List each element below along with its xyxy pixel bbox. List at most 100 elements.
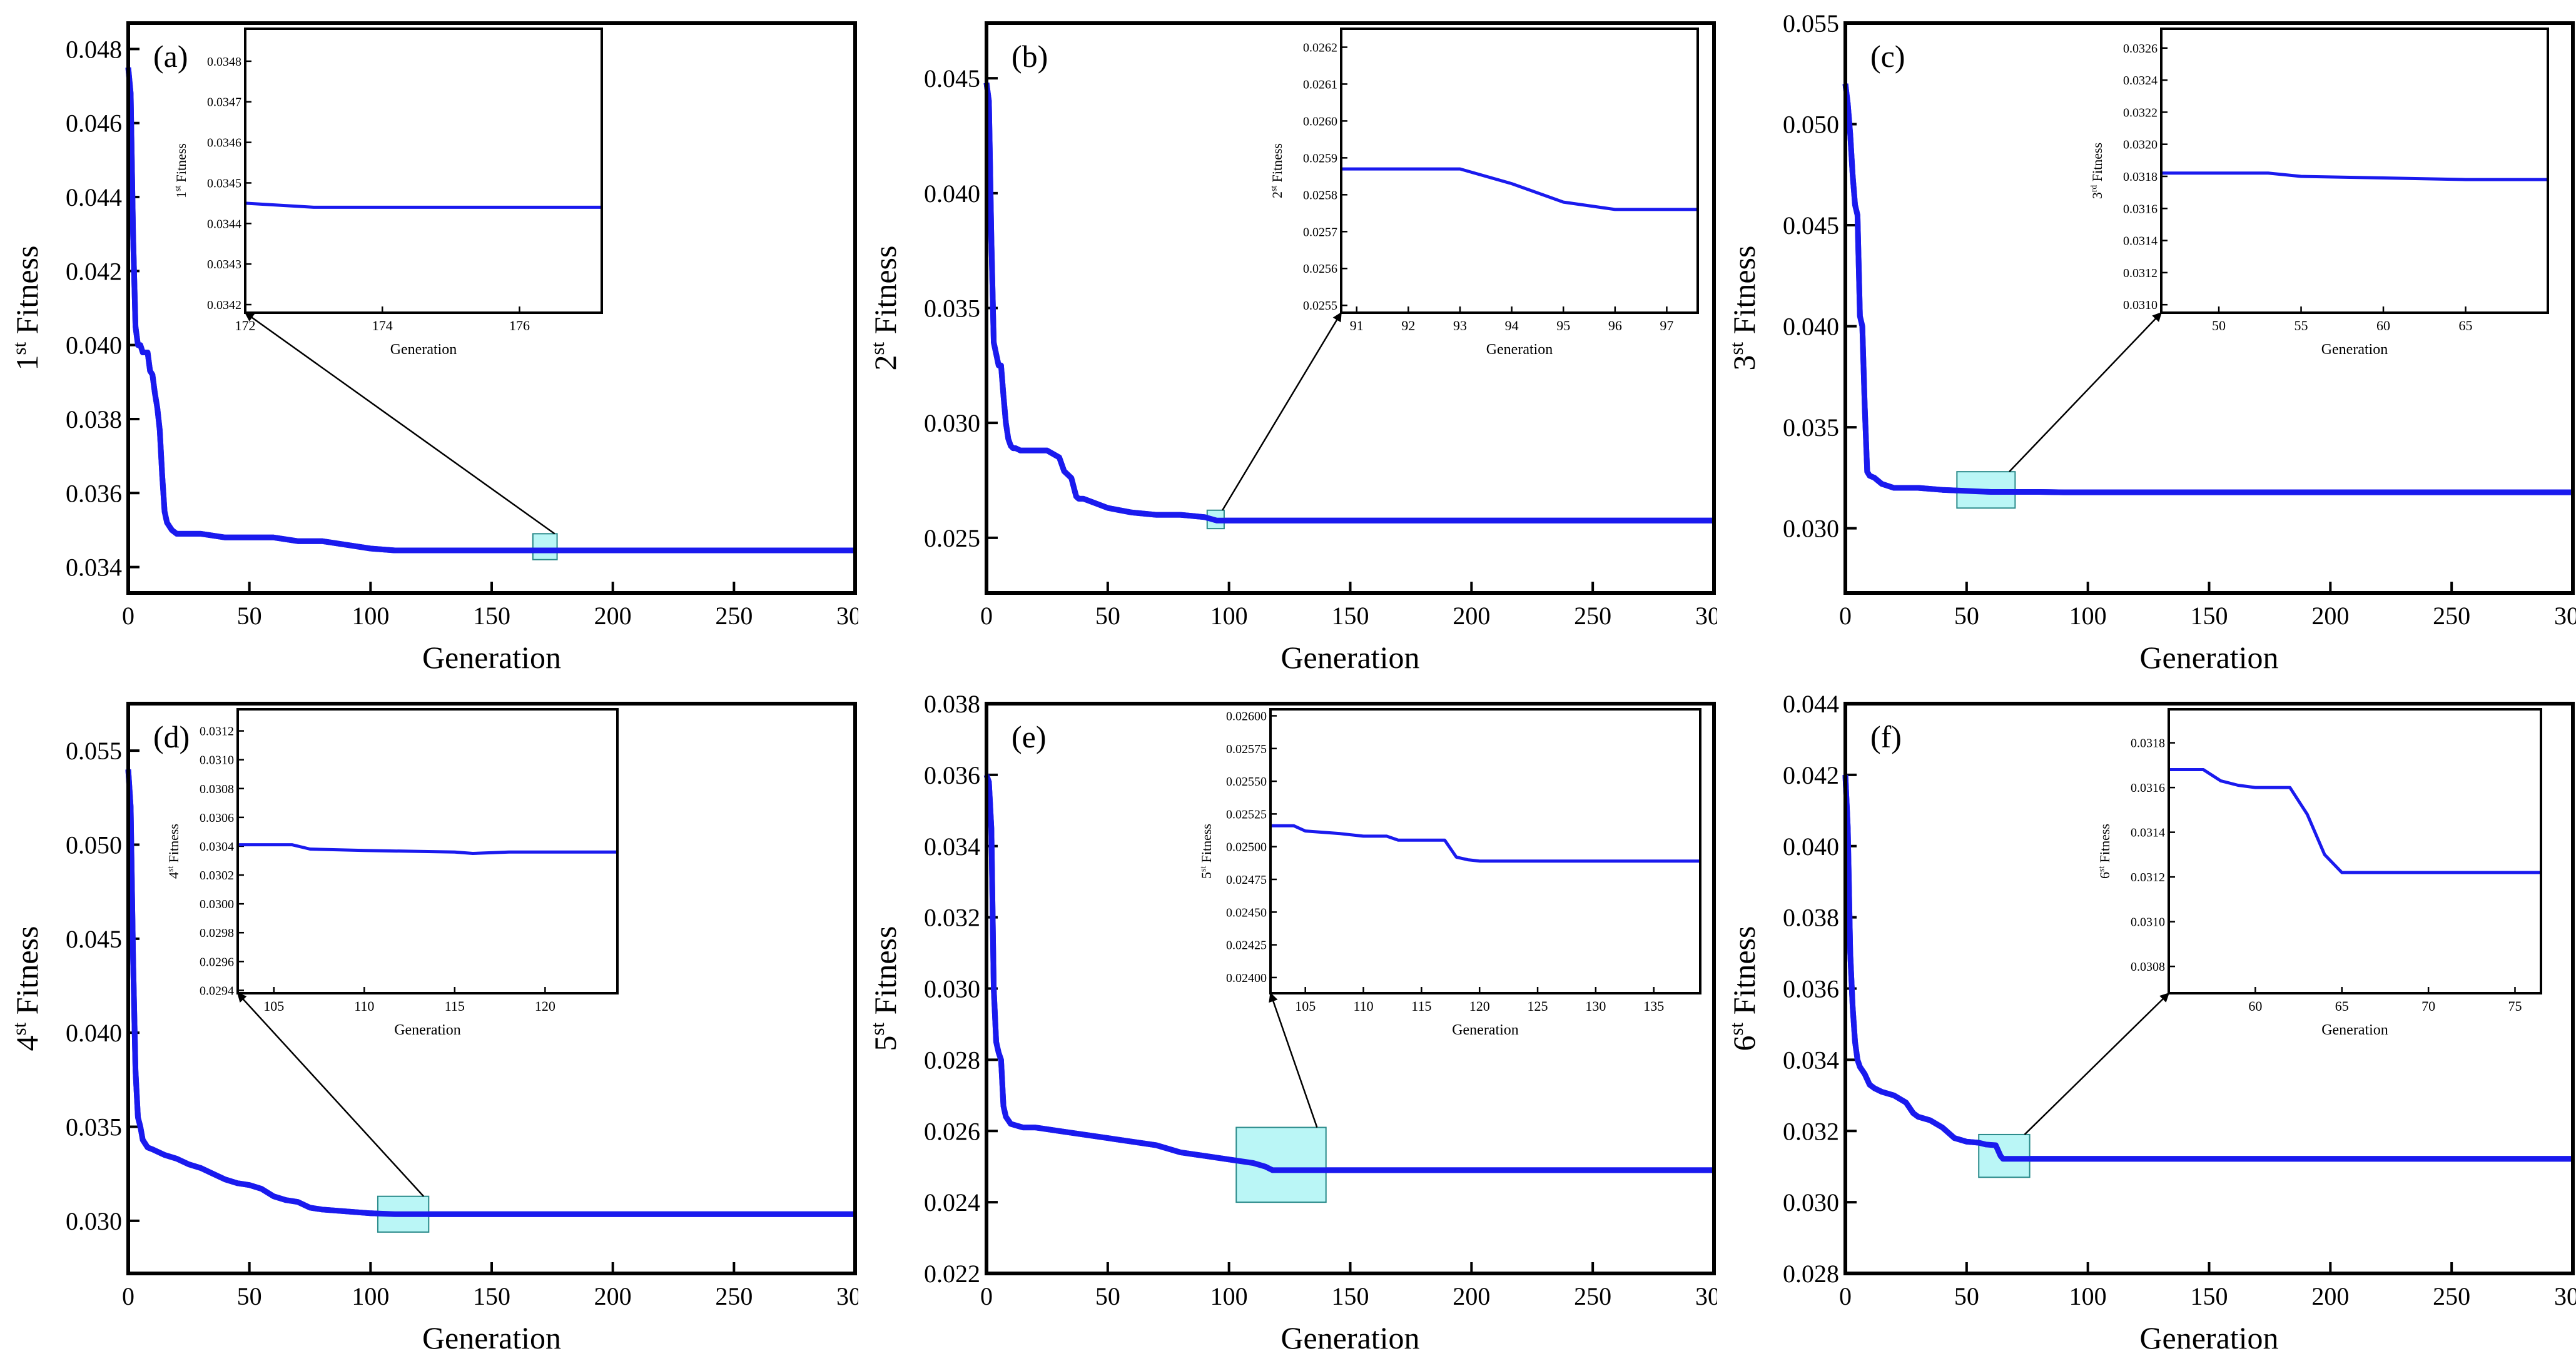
y-axis-label: 2st Fitness (866, 246, 903, 371)
x-tick-label: 200 (2311, 602, 2349, 630)
panel-label: (f) (1870, 719, 1902, 754)
inset-y-axis-label: 4st Fitness (166, 824, 181, 879)
inset-frame (244, 28, 603, 314)
inset-y-axis-label: 6st Fitness (2097, 824, 2112, 879)
inset-y-tick-label: 0.0343 (207, 258, 241, 271)
inset-y-tick-label: 0.0344 (207, 217, 241, 231)
inset-y-tick-label: 0.02600 (1226, 709, 1267, 723)
y-tick-label: 0.055 (1783, 9, 1839, 38)
x-tick-label: 300 (2554, 1282, 2576, 1310)
x-tick-label: 250 (2433, 1282, 2470, 1310)
inset-frame-border (236, 708, 619, 994)
inset-x-tick-label: 97 (1660, 318, 1673, 333)
inset-series-line (1341, 167, 1698, 211)
inset-x-tick-label: 110 (1353, 998, 1373, 1014)
y-tick-label: 0.032 (924, 904, 980, 932)
inset-y-tick-label: 0.02475 (1226, 873, 1267, 887)
inset-y-tick-label: 0.0316 (2131, 781, 2165, 795)
y-tick-label: 0.040 (66, 331, 122, 360)
y-tick-label: 0.028 (1783, 1260, 1839, 1288)
inset-y-tick-label: 0.0342 (207, 298, 241, 312)
inset-y-tick-label: 0.0258 (1303, 188, 1337, 202)
inset-y-tick-label: 0.0347 (207, 96, 241, 109)
y-tick-label: 0.045 (924, 64, 980, 93)
inset-x-tick-label: 125 (1528, 998, 1548, 1014)
inset-series-line (2169, 768, 2541, 874)
inset-x-tick-label: 70 (2421, 998, 2435, 1014)
panel-d: 0 50 100 150 200 250 300 0.030 0.035 0.040 0.045 0.… (8, 702, 858, 1355)
y-tick-label: 0.038 (66, 405, 122, 433)
y-tick-label: 0.022 (924, 1260, 980, 1288)
inset-x-tick-label: 94 (1505, 318, 1519, 333)
inset-x-tick-label: 55 (2295, 318, 2308, 333)
y-tick-label: 0.042 (66, 257, 122, 285)
inset-y-tick-label: 0.0260 (1303, 114, 1337, 128)
inset-x-axis-label: Generation (1486, 342, 1553, 358)
inset-y-tick-label: 0.0322 (2123, 106, 2158, 119)
inset-x-tick-label: 174 (372, 318, 393, 333)
y-tick-label: 0.025 (924, 524, 980, 552)
inset-y-axis-label: 2st Fitness (1269, 143, 1285, 198)
x-tick-label: 250 (715, 1282, 753, 1310)
y-tick-label: 0.035 (924, 295, 980, 323)
inset-series-line (245, 201, 602, 209)
inset-x-tick-label: 130 (1585, 998, 1606, 1014)
inset-y-tick-label: 0.0312 (200, 725, 234, 739)
zoom-connector (1222, 311, 1342, 511)
inset-x-tick-label: 93 (1453, 318, 1467, 333)
inset-y-tick-label: 0.0312 (2131, 871, 2165, 884)
x-tick-label: 0 (1839, 1282, 1852, 1310)
inset-x-tick-label: 120 (1469, 998, 1490, 1014)
panel-c: 0 50 100 150 200 250 300 0.030 0.035 0.040 0.045 0.… (1725, 9, 2576, 675)
y-tick-label: 0.040 (66, 1019, 122, 1047)
inset-y-tick-label: 0.02450 (1226, 906, 1267, 919)
inset-x-tick-label: 172 (235, 318, 256, 333)
x-axis-label: Generation (1280, 640, 1419, 675)
y-tick-label: 0.040 (924, 180, 980, 208)
y-axis-label: 6st Fitness (1725, 926, 1762, 1051)
y-tick-label: 0.030 (924, 409, 980, 437)
panel-f: 0 50 100 150 200 250 300 0.028 0.030 0.032 0.034 0.… (1725, 690, 2576, 1355)
x-tick-label: 250 (715, 602, 753, 630)
panel-b: 0 50 100 150 200 250 300 0.025 0.030 0.035 0.040 0.… (866, 21, 1717, 675)
y-tick-label: 0.036 (924, 761, 980, 789)
inset-x-tick-label: 92 (1401, 318, 1415, 333)
series-line-over-zoom (983, 774, 1714, 1173)
inset-x-tick-label: 95 (1556, 318, 1570, 333)
inset-series-line (238, 843, 617, 855)
panel-label: (e) (1012, 719, 1047, 754)
inset-x-tick-label: 115 (445, 998, 465, 1014)
x-tick-label: 0 (122, 602, 134, 630)
y-tick-label: 0.030 (66, 1207, 122, 1235)
x-tick-label: 0 (122, 1282, 134, 1310)
inset-x-axis-label: Generation (394, 1022, 461, 1038)
x-tick-label: 150 (1332, 602, 1369, 630)
inset-y-tick-label: 0.0298 (200, 926, 234, 940)
x-tick-label: 50 (237, 602, 262, 630)
y-tick-label: 0.040 (1783, 832, 1839, 861)
inset-y-tick-label: 0.0259 (1303, 151, 1337, 165)
x-axis-label: Generation (2139, 1320, 2278, 1355)
series-line-over-zoom (1842, 83, 2573, 495)
y-tick-label: 0.030 (924, 975, 980, 1003)
panel-a: 0 50 100 150 200 250 300 0.034 0.036 0.038 0.040 0.… (8, 21, 858, 675)
x-tick-label: 150 (2191, 602, 2228, 630)
inset-y-tick-label: 0.0314 (2131, 826, 2165, 840)
inset-x-tick-label: 60 (2248, 998, 2262, 1014)
x-tick-label: 150 (473, 1282, 510, 1310)
inset-x-axis-label: Generation (2321, 1022, 2388, 1038)
inset-y-tick-label: 0.0326 (2123, 42, 2158, 56)
inset-y-tick-label: 0.0256 (1303, 262, 1337, 276)
inset-x-tick-label: 65 (2459, 318, 2473, 333)
y-tick-label: 0.046 (66, 109, 122, 138)
y-tick-label: 0.055 (66, 737, 122, 765)
y-tick-label: 0.035 (1783, 413, 1839, 442)
inset-y-tick-label: 0.0348 (207, 55, 241, 69)
inset-series-line (1270, 824, 1700, 863)
inset-x-tick-label: 120 (535, 998, 555, 1014)
inset-frame-border (2160, 28, 2549, 314)
inset-x-tick-label: 96 (1608, 318, 1622, 333)
y-tick-label: 0.036 (1783, 975, 1839, 1003)
y-tick-label: 0.034 (1783, 1046, 1839, 1074)
